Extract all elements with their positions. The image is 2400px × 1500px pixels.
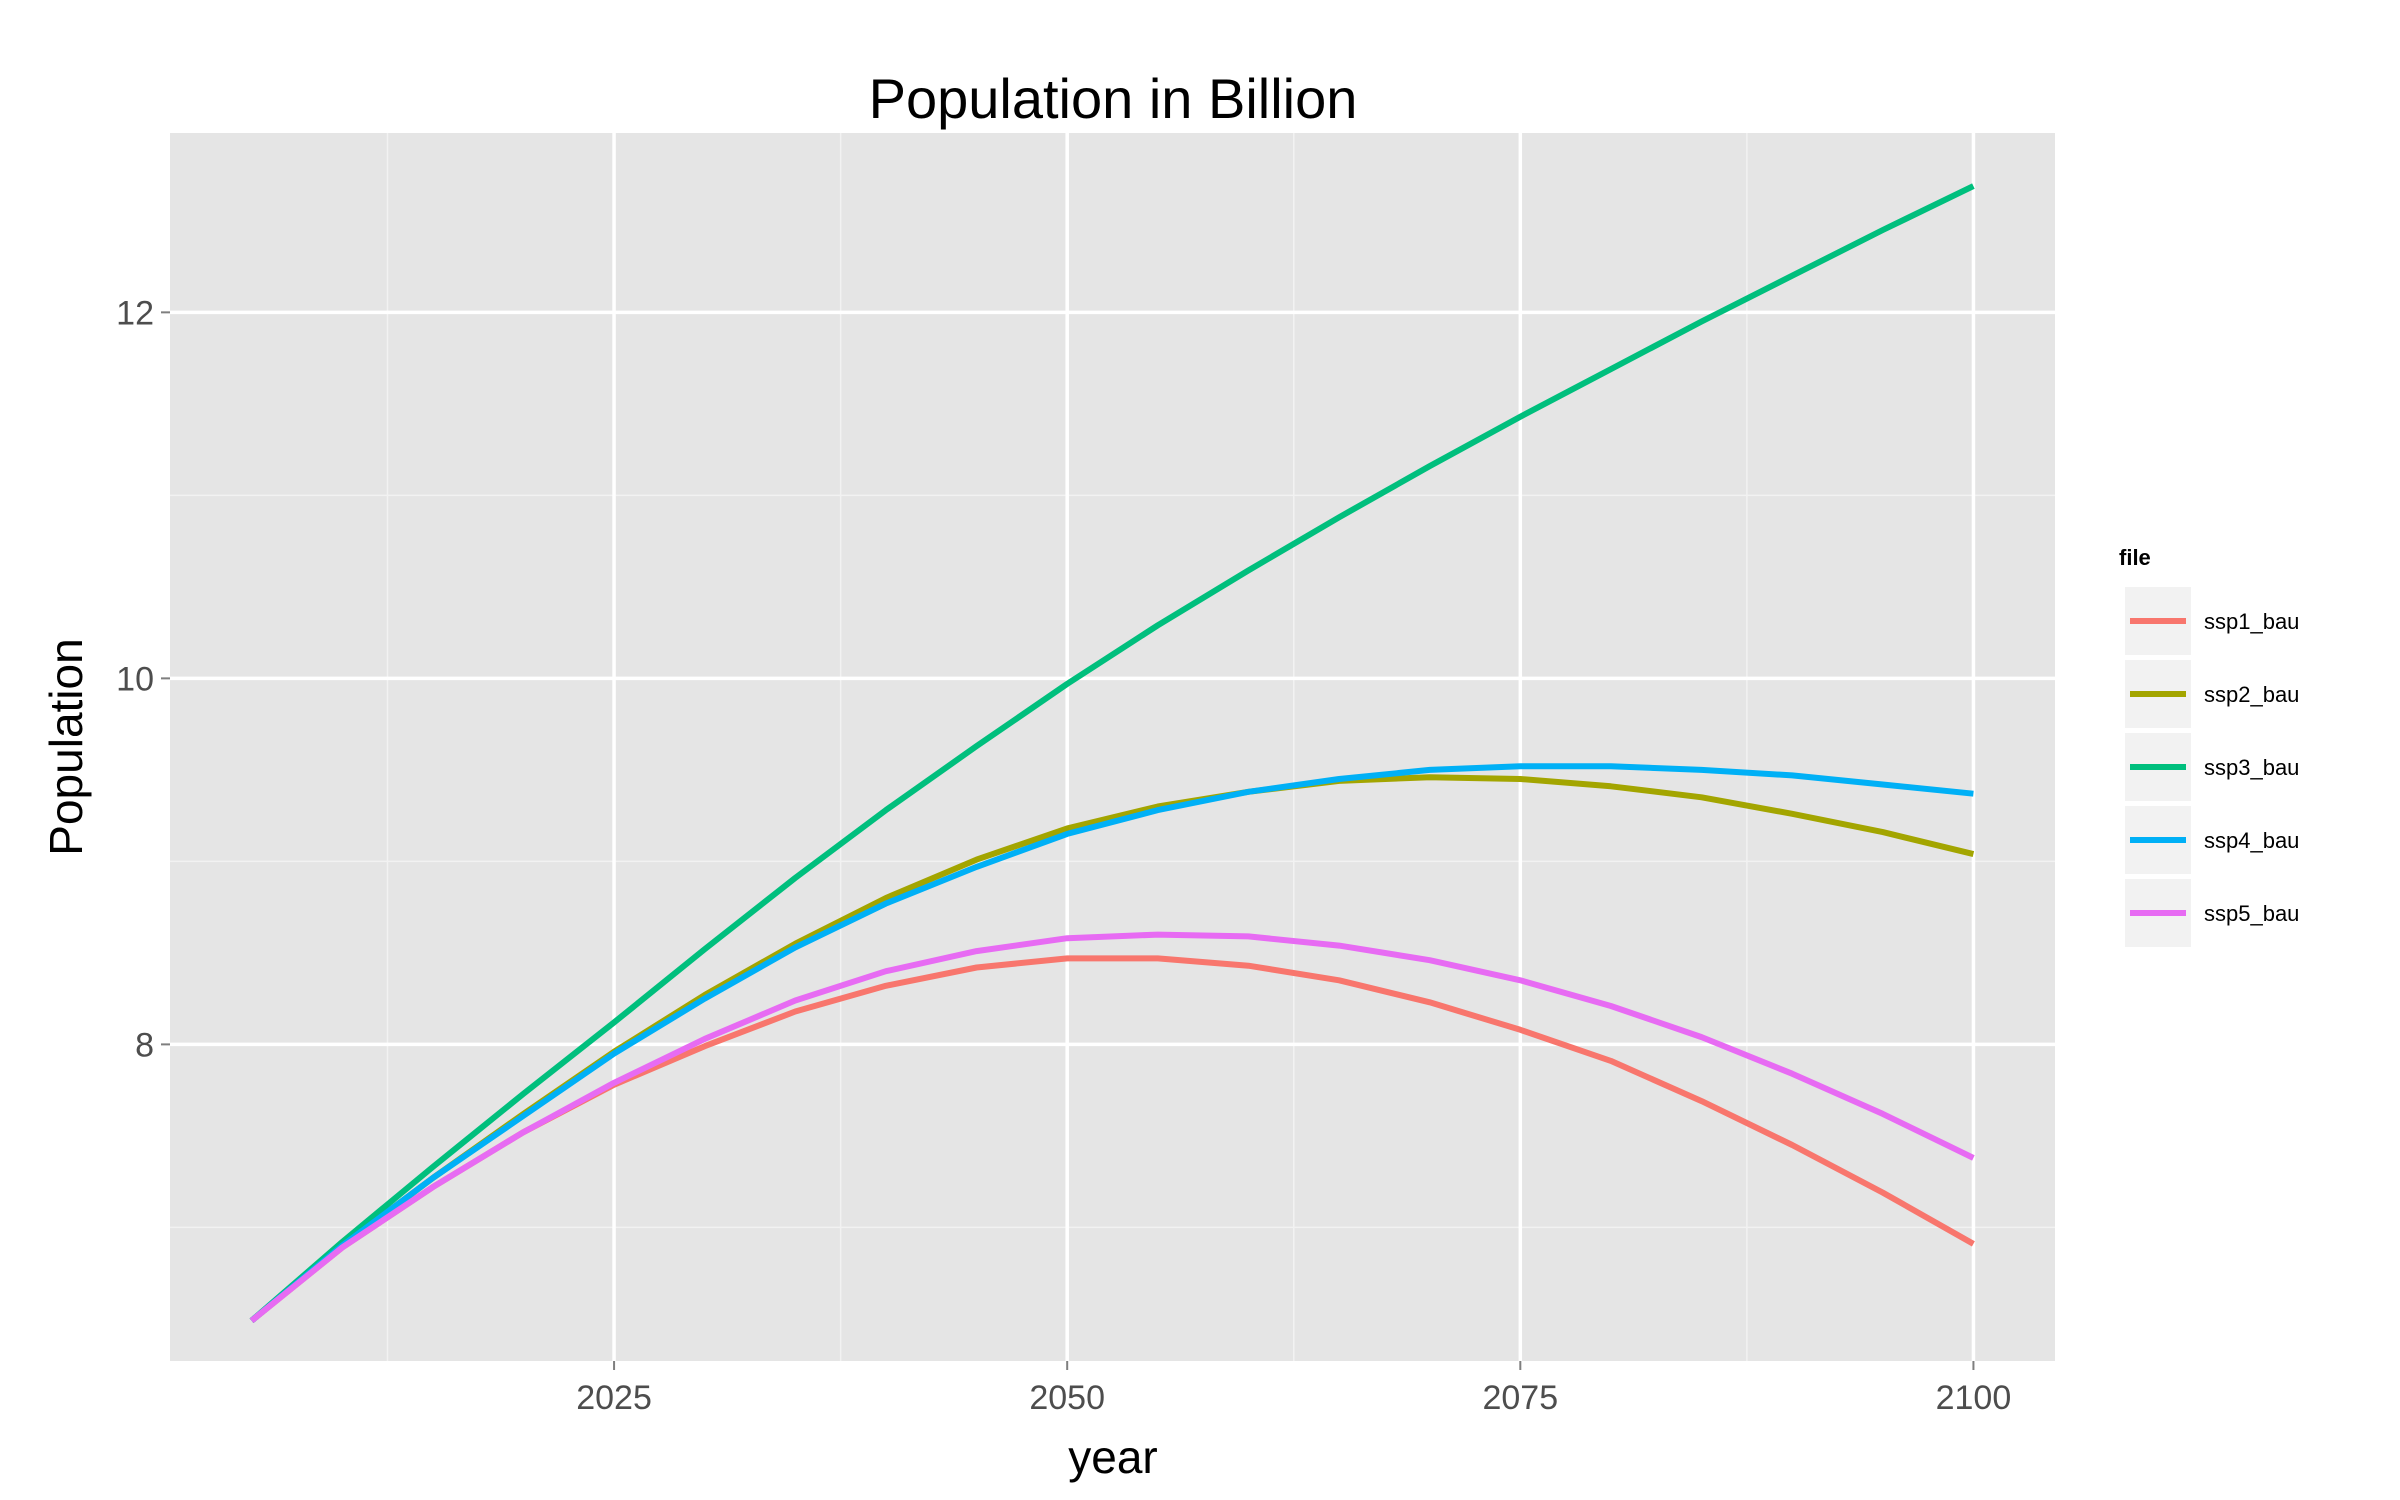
x-axis-title: year	[1068, 1431, 1157, 1483]
legend-title: file	[2119, 545, 2151, 570]
x-tick-label: 2075	[1482, 1379, 1558, 1417]
x-tick-label: 2100	[1936, 1379, 2012, 1417]
legend-item-ssp2_bau: ssp2_bau	[2123, 658, 2299, 730]
legend-item-ssp5_bau: ssp5_bau	[2123, 877, 2299, 949]
y-tick-label: 8	[135, 1026, 154, 1064]
legend-item-ssp3_bau: ssp3_bau	[2123, 731, 2299, 803]
legend-label: ssp5_bau	[2204, 901, 2299, 926]
x-tick-label: 2025	[576, 1379, 652, 1417]
legend-item-ssp4_bau: ssp4_bau	[2123, 804, 2299, 876]
series-lines	[249, 183, 1975, 1324]
legend-label: ssp2_bau	[2204, 682, 2299, 707]
x-axis: 2025 2050 2075 2100	[576, 1361, 2011, 1417]
legend-label: ssp1_bau	[2204, 609, 2299, 634]
series-line-ssp4_bau	[249, 763, 1974, 1324]
chart-title: Population in Billion	[869, 67, 1358, 130]
minor-gridlines	[170, 133, 2055, 1361]
legend-item-ssp1_bau: ssp1_bau	[2123, 585, 2299, 657]
y-tick-label: 10	[116, 660, 154, 698]
x-tick-label: 2050	[1029, 1379, 1105, 1417]
y-axis: 8 10 12	[116, 294, 170, 1064]
y-axis-title: Population	[40, 638, 92, 855]
legend: file ssp1_bau ssp2_bau ssp3_bau ssp4_baussp…	[2119, 545, 2299, 949]
legend-label: ssp3_bau	[2204, 755, 2299, 780]
y-tick-label: 12	[116, 294, 154, 332]
series-line-ssp5_bau	[249, 931, 1975, 1324]
series-line-ssp3_bau	[249, 183, 1975, 1323]
legend-label: ssp4_bau	[2204, 828, 2299, 853]
